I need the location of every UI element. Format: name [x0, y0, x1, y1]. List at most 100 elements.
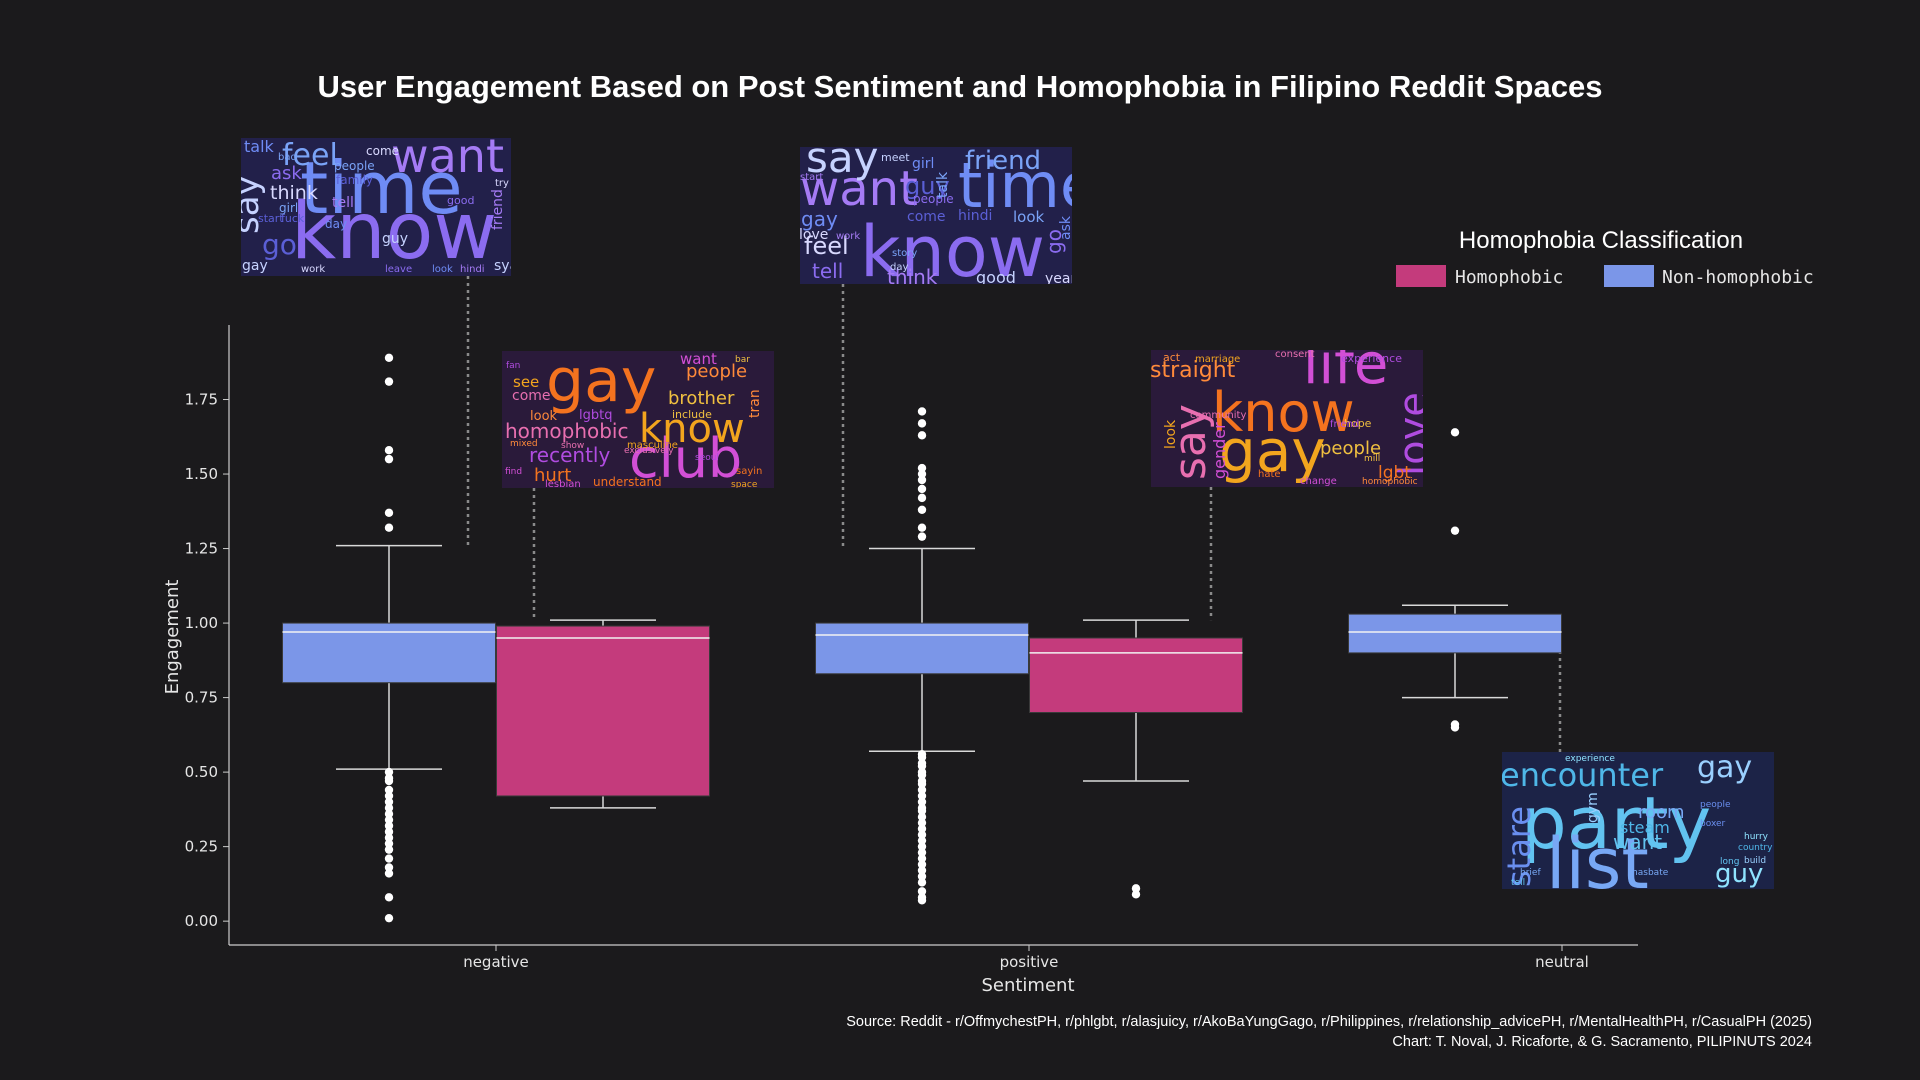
- word-cloud-word: country: [1738, 843, 1773, 853]
- word-cloud-word: experience: [1565, 754, 1615, 764]
- y-tick-label: 0.75: [185, 689, 218, 707]
- word-cloud-word: tell: [1511, 878, 1525, 888]
- word-cloud-background: [502, 351, 774, 488]
- outlier-point: [1450, 526, 1460, 535]
- word-cloud-word: look: [432, 264, 453, 275]
- word-cloud-word: hope: [1344, 417, 1372, 430]
- outlier-point: [384, 809, 394, 819]
- box-negative-homophobic: [496, 619, 710, 809]
- word-cloud-word: straight: [1150, 358, 1236, 383]
- word-cloud-word: gay: [242, 258, 268, 274]
- word-cloud-word: think: [270, 182, 318, 204]
- x-axis-label: Sentiment: [981, 975, 1074, 996]
- word-cloud-word: know: [291, 187, 497, 277]
- legend-swatch-non-homophobic: [1604, 265, 1654, 287]
- word-cloud-background: [1151, 350, 1423, 487]
- word-cloud-word: know: [639, 406, 745, 452]
- y-tick-label: 0.50: [185, 763, 218, 781]
- word-cloud-word: understand: [593, 475, 662, 489]
- word-cloud-word: long: [1720, 857, 1739, 867]
- outlier-point: [384, 833, 394, 842]
- outlier-point: [384, 827, 394, 836]
- outlier-point: [1450, 428, 1460, 437]
- outlier-point: [384, 353, 394, 362]
- word-cloud-word: people: [334, 159, 375, 173]
- word-cloud-word: exclusively: [624, 446, 674, 456]
- outlier-point: [1131, 890, 1141, 899]
- word-cloud-word: party: [1521, 781, 1711, 865]
- word-cloud-word: want: [800, 161, 918, 217]
- outlier-point: [384, 454, 394, 464]
- word-cloud-word: life: [1303, 332, 1388, 397]
- word-cloud-word: homophobic: [1362, 477, 1418, 487]
- outlier-point: [917, 872, 927, 881]
- outlier-point: [917, 797, 927, 807]
- word-cloud-word: talk: [935, 171, 951, 198]
- word-cloud-word: know: [1212, 381, 1355, 444]
- box-iqr: [282, 622, 496, 684]
- y-tick-label: 1.75: [185, 391, 218, 409]
- word-cloud-word: masbate: [1629, 868, 1669, 878]
- y-axis-ticks: 0.00 0.25 0.50 0.75 1.00 1.25 1.50 1.75: [185, 391, 229, 930]
- word-cloud-word: day: [890, 262, 908, 273]
- box-iqr: [1348, 613, 1562, 654]
- word-cloud-word: time: [300, 146, 463, 230]
- outlier-point: [917, 842, 927, 851]
- outlier-point: [917, 419, 927, 428]
- word-cloud-word: go: [1042, 229, 1066, 254]
- legend-label-homophobic: Homophobic: [1455, 267, 1563, 288]
- outlier-point: [917, 463, 927, 473]
- outlier-point: [917, 475, 927, 485]
- outlier-point: [917, 431, 927, 440]
- word-cloud-word: look: [530, 409, 558, 424]
- word-cloud-word: people: [686, 361, 747, 382]
- word-cloud-word: tell: [332, 195, 354, 211]
- word-cloud-word: want: [1613, 830, 1662, 854]
- outlier-point: [917, 791, 927, 801]
- outlier-point: [384, 523, 394, 532]
- outlier-point: [917, 761, 927, 771]
- word-cloud-word: boxer: [1700, 819, 1726, 829]
- word-cloud-word: guy: [1715, 859, 1763, 889]
- y-tick-label: 0.00: [185, 912, 218, 930]
- word-cloud-background: [1502, 752, 1774, 889]
- word-cloud-word: work: [301, 264, 325, 275]
- word-cloud-word: work: [836, 231, 860, 242]
- word-cloud-word: day: [325, 217, 347, 231]
- word-cloud-word: hurry: [1744, 832, 1769, 842]
- word-cloud-word: hindi: [958, 208, 992, 224]
- word-cloud-word: club: [629, 427, 742, 490]
- word-cloud-word: guy: [905, 172, 950, 200]
- word-cloud-word: lesbian: [545, 479, 581, 490]
- outlier-point: [917, 484, 927, 494]
- y-tick-label: 1.50: [185, 465, 218, 483]
- word-cloud-word: come: [512, 388, 551, 404]
- word-cloud-word: tell: [812, 259, 843, 283]
- box-iqr: [1029, 637, 1243, 714]
- outlier-point: [384, 854, 394, 863]
- outlier-point: [917, 469, 927, 479]
- word-cloud-word: come: [366, 144, 399, 158]
- outlier-point: [917, 836, 927, 845]
- word-cloud-word: try: [495, 178, 509, 189]
- y-tick-label: 1.00: [185, 614, 218, 632]
- word-cloud-word: go: [262, 228, 297, 261]
- word-cloud-word: consent: [1275, 349, 1315, 360]
- credit-note: Chart: T. Noval, J. Ricaforte, & G. Sacr…: [1392, 1034, 1812, 1050]
- word-cloud-word: bad: [278, 152, 297, 163]
- outlier-point: [384, 797, 394, 807]
- legend-swatch-homophobic: [1396, 265, 1446, 287]
- outlier-point: [917, 753, 927, 762]
- outlier-point: [384, 863, 394, 872]
- outlier-point: [917, 824, 927, 833]
- outlier-point: [384, 839, 394, 848]
- source-note: Source: Reddit - r/OffmychestPH, r/phlgb…: [846, 1014, 1812, 1030]
- outlier-point: [384, 785, 394, 795]
- cloud-connectors: [466, 276, 1562, 752]
- word-cloud-word: say: [806, 133, 878, 182]
- outlier-point: [384, 845, 394, 854]
- word-cloud-word: leave: [385, 264, 412, 275]
